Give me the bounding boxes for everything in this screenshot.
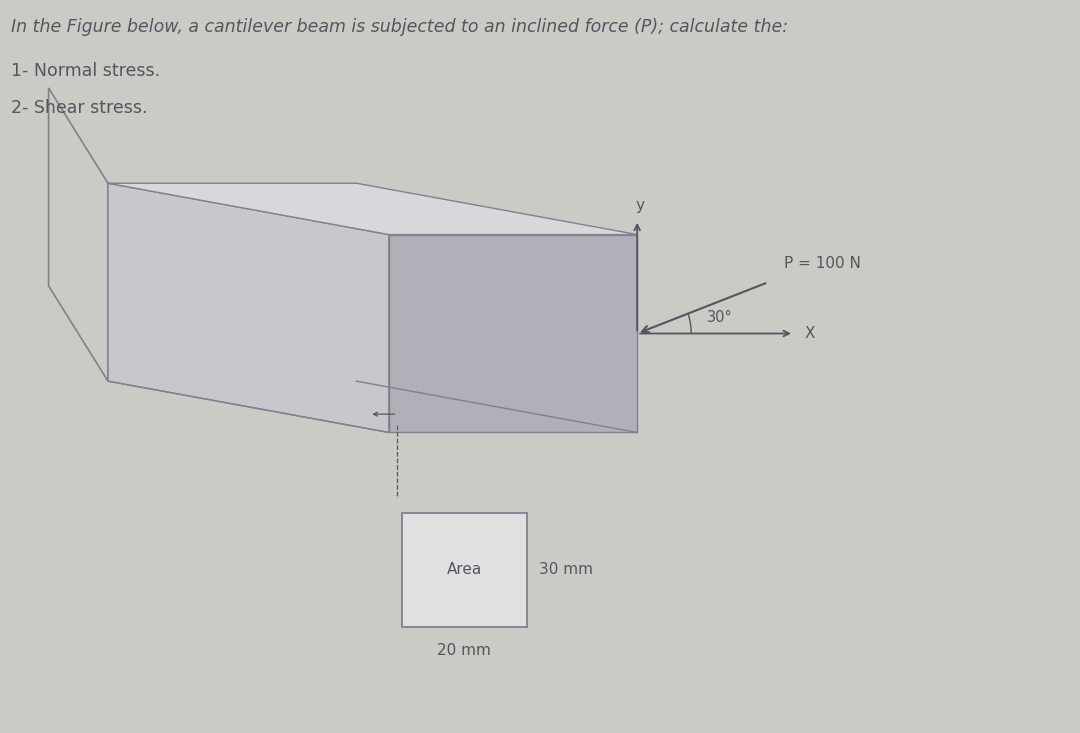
Polygon shape	[49, 88, 108, 381]
Text: P = 100 N: P = 100 N	[784, 257, 861, 271]
Polygon shape	[108, 183, 637, 235]
Text: 30°: 30°	[707, 310, 733, 325]
Text: 1- Normal stress.: 1- Normal stress.	[11, 62, 160, 81]
Text: Area: Area	[447, 562, 482, 578]
Polygon shape	[389, 235, 637, 432]
Text: X: X	[805, 326, 815, 341]
Bar	[402, 513, 527, 627]
Text: 20 mm: 20 mm	[437, 643, 491, 658]
Text: 2- Shear stress.: 2- Shear stress.	[11, 99, 147, 117]
Text: y: y	[636, 198, 645, 213]
Polygon shape	[108, 183, 389, 432]
Text: In the Figure below, a cantilever beam is subjected to an inclined force (P); ca: In the Figure below, a cantilever beam i…	[11, 18, 788, 37]
Text: 30 mm: 30 mm	[540, 562, 594, 578]
